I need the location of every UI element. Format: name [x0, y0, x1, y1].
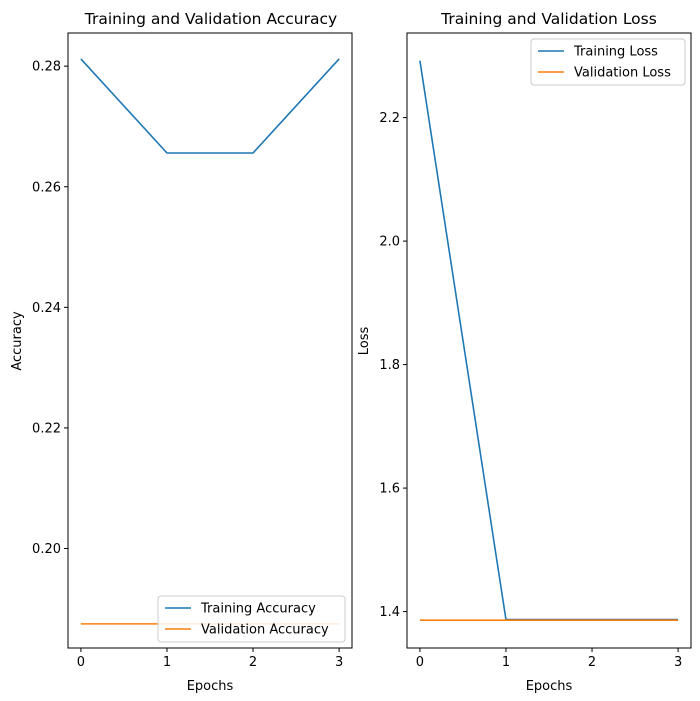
loss-ytick-label: 1.4	[379, 605, 400, 620]
loss-ticks: 0 1 2 3 1.4 1.6 1.8 2.0 2.2	[379, 111, 682, 670]
loss-series	[419, 60, 679, 622]
accuracy-legend-label: Training Accuracy	[200, 602, 316, 617]
loss-legend-box	[530, 38, 686, 86]
accuracy-axes-frame	[67, 32, 353, 649]
loss-ylabel: Loss	[357, 327, 372, 356]
loss-ytick-label: 2.0	[379, 235, 400, 250]
accuracy-ytick-label: 0.26	[32, 180, 61, 195]
loss-xtick-label: 3	[674, 655, 682, 670]
accuracy-series	[80, 58, 340, 625]
loss-xtick-label: 0	[416, 655, 424, 670]
loss-legend-label: Training Loss	[573, 45, 658, 60]
accuracy-ytick-label: 0.28	[32, 60, 61, 75]
accuracy-ylabel: Accuracy	[10, 311, 25, 371]
accuracy-xtick-label: 2	[249, 655, 257, 670]
accuracy-legend: Training Accuracy Validation Accuracy	[157, 595, 346, 643]
accuracy-legend-box	[157, 595, 346, 643]
loss-xtick-label: 2	[588, 655, 596, 670]
accuracy-series-line-training	[80, 58, 340, 154]
accuracy-xtick-label: 0	[77, 655, 85, 670]
accuracy-title: Training and Validation Accuracy	[84, 10, 337, 28]
loss-legend: Training Loss Validation Loss	[530, 38, 686, 86]
accuracy-xtick-label: 1	[163, 655, 171, 670]
accuracy-xlabel: Epochs	[187, 679, 234, 694]
accuracy-legend-label: Validation Accuracy	[201, 623, 329, 638]
loss-subplot: Training and Validation Loss Epochs Loss…	[357, 10, 692, 694]
loss-axes-frame	[406, 32, 692, 649]
accuracy-ytick-label: 0.22	[32, 421, 61, 436]
loss-ytick-label: 1.6	[379, 482, 400, 497]
loss-legend-label: Validation Loss	[574, 66, 671, 81]
loss-xtick-label: 1	[502, 655, 510, 670]
loss-xlabel: Epochs	[526, 679, 573, 694]
loss-ytick-label: 2.2	[379, 111, 400, 126]
loss-title: Training and Validation Loss	[440, 10, 657, 28]
accuracy-ytick-label: 0.20	[32, 542, 61, 557]
loss-series-line-training	[419, 60, 679, 621]
accuracy-ticks: 0 1 2 3 0.20 0.22 0.24 0.26 0.28	[32, 60, 343, 670]
accuracy-xtick-label: 3	[335, 655, 343, 670]
accuracy-subplot: Training and Validation Accuracy Epochs …	[10, 10, 353, 694]
loss-ytick-label: 1.8	[379, 358, 400, 373]
accuracy-ytick-label: 0.24	[32, 301, 61, 316]
